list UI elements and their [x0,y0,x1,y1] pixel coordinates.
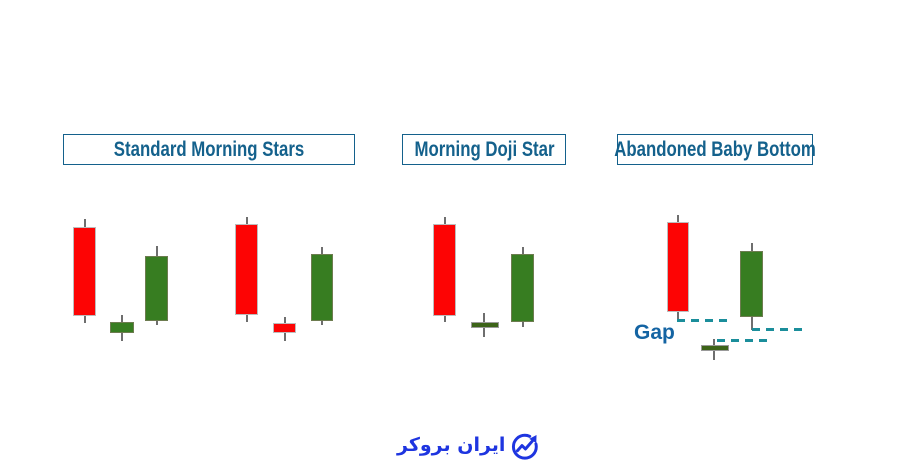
iranbroker-logo: ایران بروکر [397,427,542,463]
gap-dashed-line [752,328,804,331]
candle-body-bearish [235,224,258,315]
candle-body-bullish [511,254,534,322]
title-abandoned-baby-bottom: Abandoned Baby Bottom [614,137,816,161]
title-morning-doji-star: Morning Doji Star [414,137,554,161]
candle-body-bearish [273,323,296,333]
gap-dashed-line [677,319,728,322]
title-standard-morning-stars: Standard Morning Stars [113,137,305,161]
trend-arrow-circle-icon [510,429,542,461]
gap-label: Gap [634,321,675,344]
title-box-morning-doji-star: Morning Doji Star [402,134,566,165]
title-box-abandoned-baby-bottom: Abandoned Baby Bottom [614,134,816,165]
gap-dashed-line [717,339,768,342]
candle-body-bearish [667,222,689,312]
candle-body-bearish [73,227,96,316]
title-box-standard-morning-stars: Standard Morning Stars [63,134,355,165]
candle-body-bullish [145,256,168,321]
doji-bar [701,345,729,351]
doji-bar [471,322,499,328]
iranbroker-logo-text: ایران بروکر [397,433,506,456]
candle-body-bullish [110,322,134,333]
candle-body-bullish [740,251,763,317]
candle-body-bearish [433,224,456,316]
candle-body-bullish [311,254,333,321]
